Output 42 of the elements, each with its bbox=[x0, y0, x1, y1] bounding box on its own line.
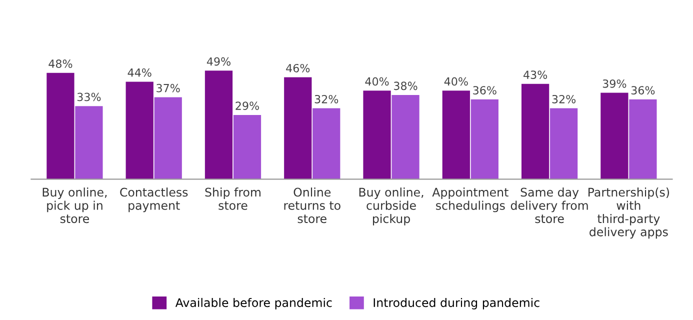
data-label: 38% bbox=[394, 82, 418, 90]
x-tick-label: Online returns to store bbox=[284, 188, 340, 224]
data-label: 40% bbox=[365, 77, 389, 86]
bar bbox=[312, 108, 340, 180]
bar bbox=[75, 106, 103, 180]
bar bbox=[629, 99, 657, 180]
bar bbox=[233, 114, 262, 180]
bar bbox=[392, 95, 420, 180]
x-tick-label: Appointment schedulings bbox=[432, 188, 508, 212]
x-tick-label: Contactless payment bbox=[120, 188, 188, 212]
data-label: 36% bbox=[473, 86, 496, 95]
bar bbox=[363, 90, 391, 180]
x-tick-label: Same day delivery from store bbox=[510, 188, 588, 224]
bar bbox=[550, 108, 578, 180]
data-label: 29% bbox=[236, 102, 259, 110]
bar bbox=[46, 72, 74, 180]
bar bbox=[284, 77, 312, 180]
data-label: 48% bbox=[48, 60, 72, 68]
data-label: 49% bbox=[206, 57, 230, 66]
bar bbox=[204, 70, 233, 180]
legend-label: Available before pandemic bbox=[175, 298, 332, 310]
data-label: 32% bbox=[314, 94, 338, 104]
data-label: 44% bbox=[128, 68, 152, 77]
x-tick-label: Partnership(s) with third-party delivery apps bbox=[588, 188, 670, 239]
data-label: 33% bbox=[77, 92, 101, 102]
bar bbox=[600, 92, 628, 180]
bar bbox=[126, 82, 154, 180]
data-label: 39% bbox=[602, 79, 626, 88]
bar bbox=[154, 97, 182, 180]
legend-label: Introduced during pandemic bbox=[374, 298, 540, 310]
data-label: 43% bbox=[523, 70, 548, 79]
bar bbox=[470, 99, 498, 180]
x-tick-label: Buy online, pick up in store bbox=[42, 188, 107, 224]
data-label: 40% bbox=[444, 77, 468, 86]
x-tick-label: Ship from store bbox=[205, 188, 260, 210]
data-label: 46% bbox=[286, 64, 310, 72]
x-tick-label: Buy online, curbside pickup bbox=[359, 188, 424, 226]
bar bbox=[442, 90, 470, 180]
data-label: 37% bbox=[156, 84, 180, 92]
bar bbox=[521, 84, 550, 180]
data-label: 32% bbox=[552, 94, 576, 104]
data-label: 36% bbox=[631, 86, 655, 95]
